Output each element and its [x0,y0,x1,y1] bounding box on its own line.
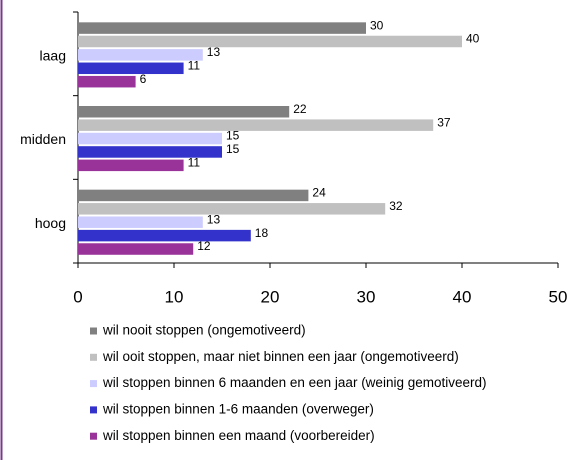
legend-swatch [90,380,97,388]
data-label: 37 [437,115,451,129]
legend-label: wil stoppen binnen 1-6 maanden (overwege… [102,401,374,416]
data-label: 13 [207,212,221,226]
bar [78,22,366,34]
x-tick-label: 10 [165,287,184,306]
data-label: 18 [255,226,269,240]
bar [78,49,203,61]
data-label: 15 [226,142,240,156]
data-label: 11 [188,58,201,72]
bar [78,159,184,172]
data-label: 11 [188,156,201,170]
bar [78,106,290,118]
bar [78,132,222,145]
legend-swatch [90,432,97,440]
bar [78,189,309,202]
legend-label: wil stoppen binnen een maand (voorbereid… [102,428,375,443]
bar [78,203,386,215]
data-label: 32 [389,199,403,213]
data-label: 6 [140,72,147,86]
x-tick-label: 30 [357,287,376,306]
x-tick-label: 20 [261,287,280,306]
bar [78,62,184,75]
data-label: 30 [370,18,384,32]
data-label: 22 [293,102,307,116]
bar [78,243,194,255]
legend-label: wil nooit stoppen (ongemotiveerd) [102,323,306,338]
legend-label: wil stoppen binnen 6 maanden en een jaar… [102,375,487,390]
legend-swatch [90,353,97,361]
bar [78,75,136,88]
data-label: 24 [312,186,326,200]
bar [78,119,434,131]
category-label: hoog [35,215,66,231]
data-label: 40 [466,32,480,46]
data-label: 15 [226,129,240,143]
data-label: 12 [197,239,211,253]
x-tick-label: 50 [549,287,568,306]
data-label: 13 [207,45,221,59]
bar [78,146,222,158]
x-tick-label: 0 [73,287,82,306]
bar [78,216,203,228]
x-tick-label: 40 [453,287,472,306]
bar [78,35,462,48]
category-label: midden [20,131,66,147]
legend-label: wil ooit stoppen, maar niet binnen een j… [102,349,459,364]
legend-swatch [90,406,97,414]
bar [78,229,251,242]
category-label: laag [40,48,66,64]
legend-swatch [90,327,97,335]
